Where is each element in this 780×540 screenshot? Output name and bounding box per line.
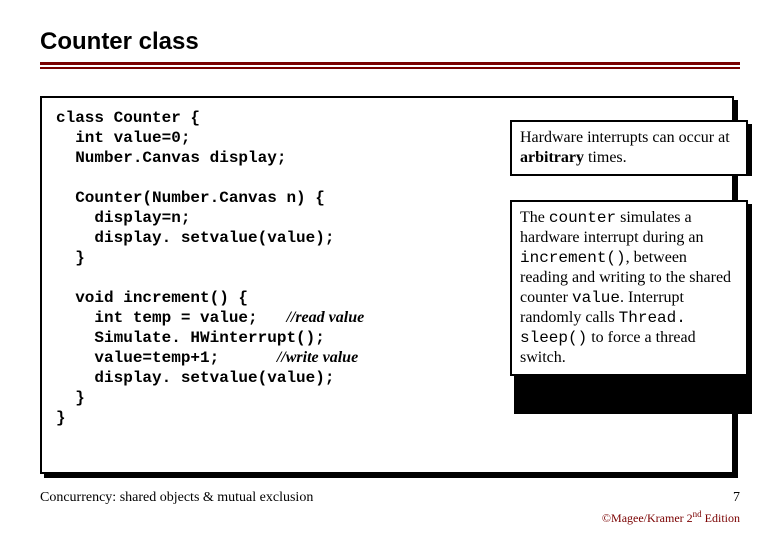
- title-rule-top: [40, 62, 740, 65]
- code-line: int temp = value;: [56, 309, 286, 327]
- code-line: }: [56, 249, 85, 267]
- sidebox2-mono: counter: [549, 209, 616, 227]
- footer-copyright: ©Magee/Kramer: [602, 511, 687, 525]
- code-line: class Counter {: [56, 109, 200, 127]
- footer-ed-post: Edition: [702, 511, 740, 525]
- code-line: Number.Canvas display;: [56, 149, 286, 167]
- code-line: }: [56, 389, 85, 407]
- code-line: Counter(Number.Canvas n) {: [56, 189, 325, 207]
- sidebox2-mono: value: [572, 289, 620, 307]
- footer-left: Concurrency: shared objects & mutual exc…: [40, 490, 313, 506]
- sidebox1-bold: arbitrary: [520, 149, 584, 166]
- code-line: int value=0;: [56, 129, 190, 147]
- slide: Counter class class Counter { int value=…: [0, 0, 780, 540]
- code-line: value=temp+1;: [56, 349, 277, 367]
- sidebox1: Hardware interrupts can occur at arbitra…: [510, 120, 748, 176]
- title-rule-bottom: [40, 67, 740, 69]
- code-comment: //write value: [277, 349, 358, 366]
- code-line: void increment() {: [56, 289, 248, 307]
- code-line: Simulate. HWinterrupt();: [56, 329, 325, 347]
- sidebox2: The counter simulates a hardware interru…: [510, 200, 748, 376]
- footer-page-number: 7: [733, 490, 740, 506]
- slide-title: Counter class: [40, 28, 740, 56]
- code-line: display=n;: [56, 209, 190, 227]
- footer-ed-sup: nd: [693, 509, 702, 519]
- footer-right: ©Magee/Kramer 2nd Edition: [602, 509, 740, 526]
- sidebox1-text: times.: [584, 149, 627, 166]
- sidebox2-text: The: [520, 209, 549, 226]
- code-line: }: [56, 409, 66, 427]
- code-line: display. setvalue(value);: [56, 229, 334, 247]
- code-comment: //read value: [286, 309, 364, 326]
- sidebox2-mono: increment(): [520, 249, 626, 267]
- sidebox1-text: Hardware interrupts can occur at: [520, 129, 730, 146]
- code-line: display. setvalue(value);: [56, 369, 334, 387]
